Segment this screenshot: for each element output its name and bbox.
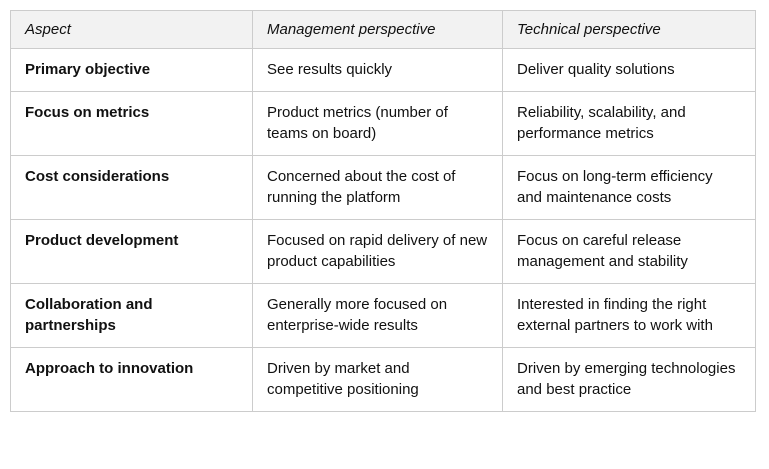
header-row: Aspect Management perspective Technical …: [10, 10, 756, 49]
column-header-aspect: Aspect: [10, 10, 253, 49]
cell-management: Concerned about the cost of running the …: [252, 155, 503, 220]
cell-technical: Deliver quality solutions: [502, 48, 756, 92]
cell-technical: Interested in finding the right external…: [502, 283, 756, 348]
column-header-management: Management perspective: [252, 10, 503, 49]
table-row: Primary objective See results quickly De…: [10, 48, 756, 92]
table-row: Cost considerations Concerned about the …: [10, 155, 756, 220]
cell-aspect: Product development: [10, 219, 253, 284]
column-header-technical: Technical perspective: [502, 10, 756, 49]
cell-technical: Driven by emerging technologies and best…: [502, 347, 756, 412]
cell-aspect: Approach to innovation: [10, 347, 253, 412]
table-body: Primary objective See results quickly De…: [10, 48, 756, 412]
cell-technical: Reliability, scalability, and performanc…: [502, 91, 756, 156]
cell-aspect: Cost considerations: [10, 155, 253, 220]
cell-management: See results quickly: [252, 48, 503, 92]
comparison-table: Aspect Management perspective Technical …: [10, 10, 756, 412]
table-row: Product development Focused on rapid del…: [10, 219, 756, 284]
cell-management: Generally more focused on enterprise-wid…: [252, 283, 503, 348]
cell-management: Driven by market and competitive positio…: [252, 347, 503, 412]
cell-aspect: Primary objective: [10, 48, 253, 92]
cell-technical: Focus on careful release management and …: [502, 219, 756, 284]
cell-aspect: Collaboration and partnerships: [10, 283, 253, 348]
cell-aspect: Focus on metrics: [10, 91, 253, 156]
cell-technical: Focus on long-term efficiency and mainte…: [502, 155, 756, 220]
table-row: Focus on metrics Product metrics (number…: [10, 91, 756, 156]
cell-management: Focused on rapid delivery of new product…: [252, 219, 503, 284]
table-header: Aspect Management perspective Technical …: [10, 10, 756, 49]
table-row: Approach to innovation Driven by market …: [10, 347, 756, 412]
table-row: Collaboration and partnerships Generally…: [10, 283, 756, 348]
cell-management: Product metrics (number of teams on boar…: [252, 91, 503, 156]
